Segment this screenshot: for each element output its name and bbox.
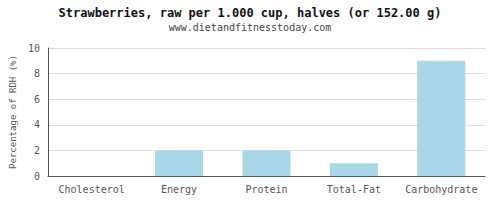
svg-text:4: 4 bbox=[34, 119, 40, 130]
svg-text:Carbohydrate: Carbohydrate bbox=[405, 184, 477, 195]
svg-text:Total-Fat: Total-Fat bbox=[327, 184, 381, 195]
svg-text:0: 0 bbox=[34, 171, 40, 182]
svg-text:www.dietandfitnesstoday.com: www.dietandfitnesstoday.com bbox=[169, 22, 332, 33]
svg-text:Strawberries, raw per 1.000 cu: Strawberries, raw per 1.000 cup, halves … bbox=[59, 6, 442, 20]
svg-text:10: 10 bbox=[28, 43, 40, 54]
svg-text:Energy: Energy bbox=[161, 184, 197, 195]
svg-text:2: 2 bbox=[34, 145, 40, 156]
svg-text:Percentage of RDH (%): Percentage of RDH (%) bbox=[8, 55, 18, 169]
svg-text:6: 6 bbox=[34, 94, 40, 105]
svg-text:8: 8 bbox=[34, 68, 40, 79]
svg-text:Protein: Protein bbox=[245, 184, 287, 195]
svg-text:Cholesterol: Cholesterol bbox=[59, 184, 125, 195]
